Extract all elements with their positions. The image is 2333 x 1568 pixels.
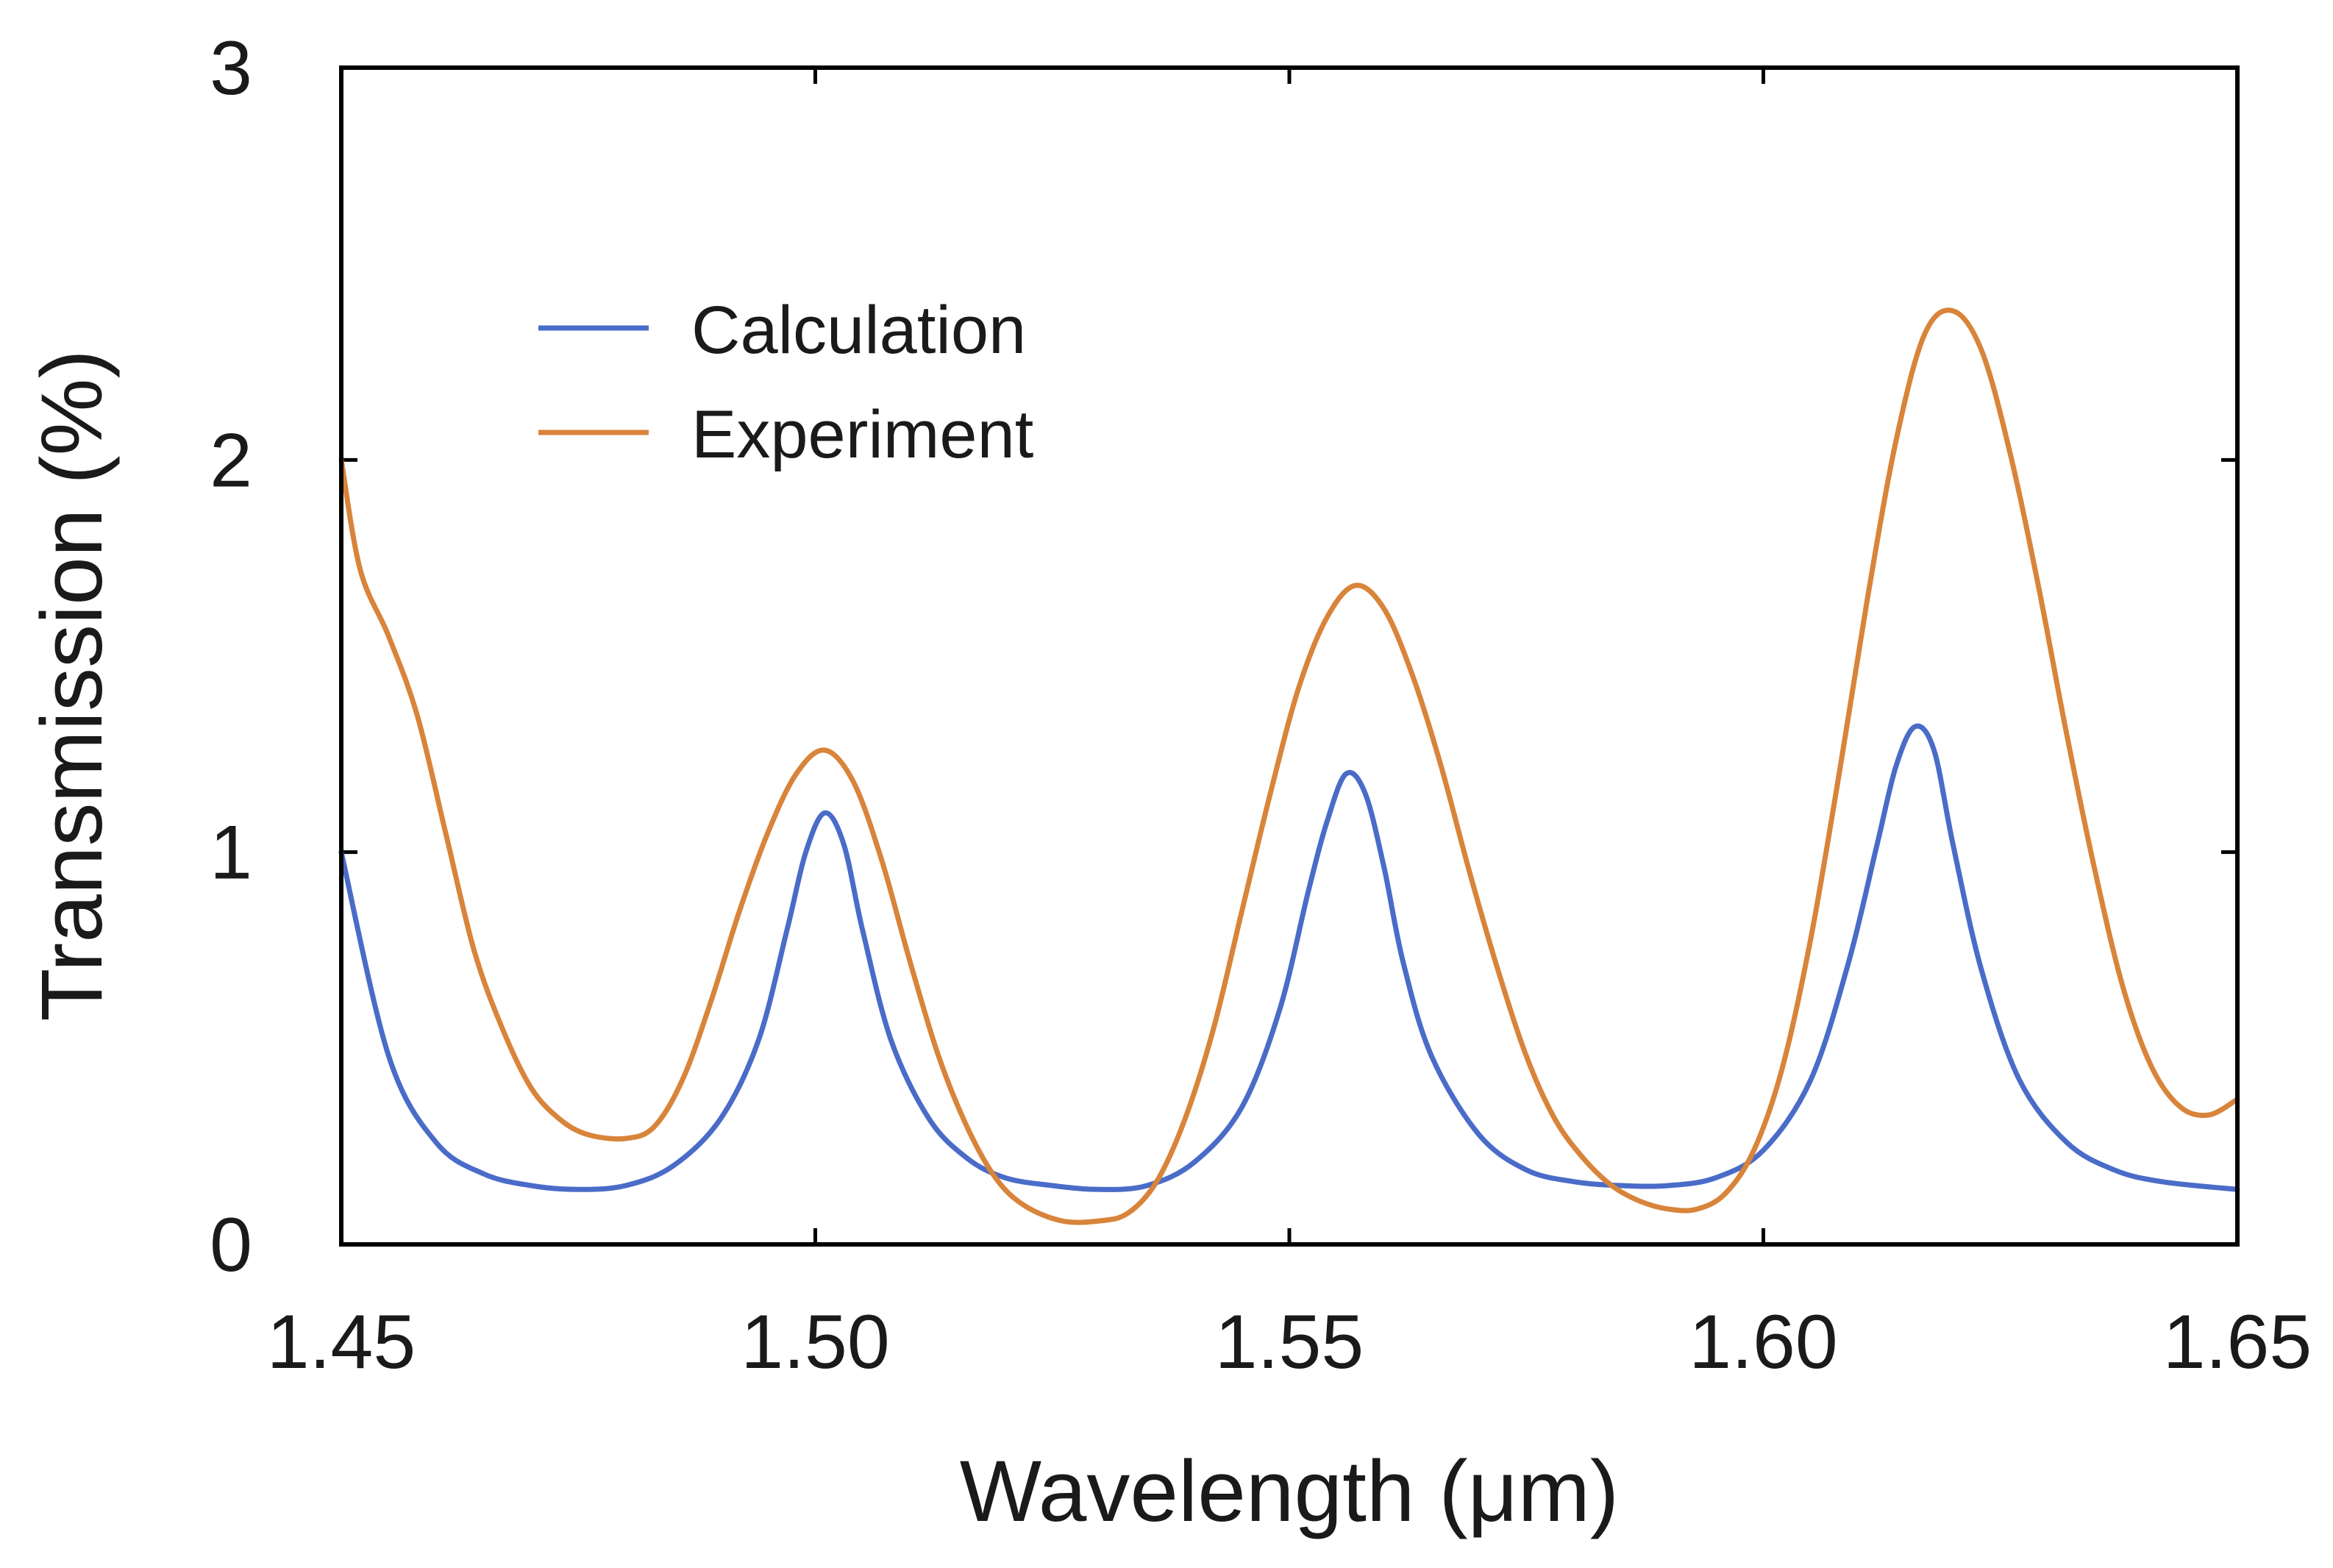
y-axis-title: Transmission (%) <box>24 349 121 1022</box>
y-tick-label: 0 <box>210 1202 252 1288</box>
y-axis-ticks: 0 1 2 3 <box>210 26 2237 1288</box>
y-tick-label: 3 <box>210 26 252 111</box>
series-line-experiment <box>338 307 2240 1225</box>
legend-label-calculation: Calculation <box>691 293 1026 368</box>
series-line-calculation <box>338 723 2240 1192</box>
y-tick-label: 1 <box>210 810 252 896</box>
x-tick-label: 1.60 <box>1689 1300 1837 1385</box>
y-tick-label: 2 <box>210 418 252 503</box>
plot-frame <box>339 65 2240 1247</box>
x-tick-label: 1.65 <box>2163 1300 2312 1385</box>
x-tick-label: 1.50 <box>741 1300 889 1385</box>
legend: Calculation Experiment <box>538 293 1033 472</box>
x-tick-label: 1.45 <box>267 1300 416 1385</box>
series-layer <box>338 307 2240 1225</box>
x-axis-ticks: 1.45 1.50 1.55 1.60 1.65 <box>267 68 2312 1385</box>
legend-label-experiment: Experiment <box>691 397 1033 472</box>
x-axis-title: Wavelength (μm) <box>960 1443 1619 1540</box>
x-tick-label: 1.55 <box>1215 1300 1364 1385</box>
